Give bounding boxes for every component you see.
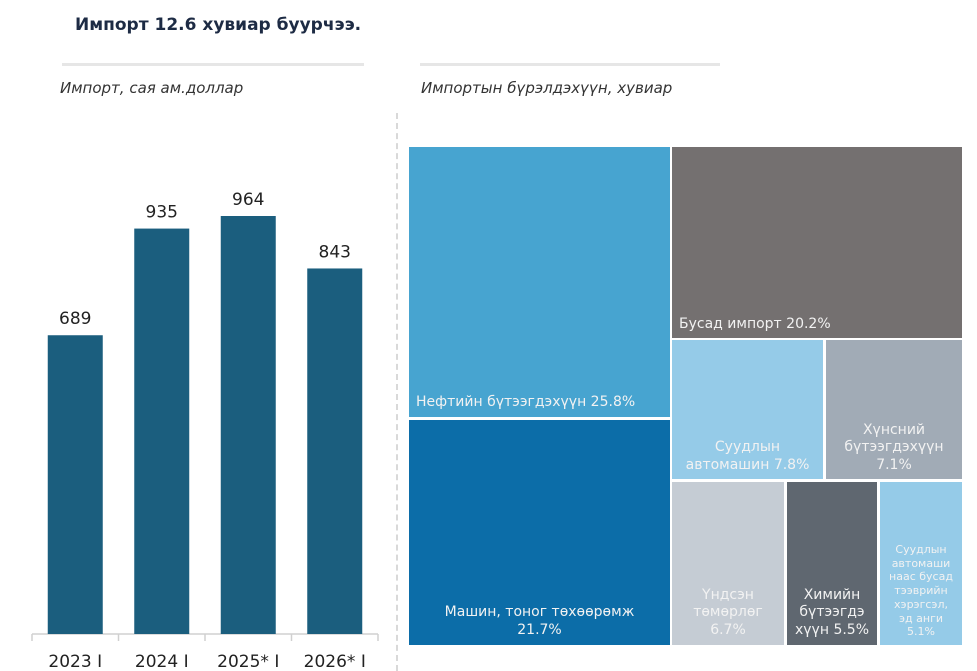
treemap-label: Бусад импорт 20.2%	[679, 315, 831, 332]
x-tick-label: 2026* I	[304, 652, 366, 671]
treemap-label: Үндсэн төмөрлөг 6.7%	[693, 586, 763, 638]
data-label: 935	[146, 203, 178, 223]
x-tick-label: 2024 I	[135, 652, 189, 671]
treemap-tile: Үндсэн төмөрлөг 6.7%	[672, 482, 784, 645]
x-tick-label: 2023 I	[48, 652, 102, 671]
treemap-label: Хүнсний бүтээгдэхүүн 7.1%	[844, 421, 944, 473]
data-label: 843	[319, 242, 351, 262]
treemap-tile: Нефтийн бүтээгдэхүүн 25.8%	[409, 147, 670, 417]
treemap-label: Машин, тоног төхөөрөмж 21.7%	[444, 604, 635, 638]
treemap-tile: Хүнсний бүтээгдэхүүн 7.1%	[826, 340, 962, 479]
x-tick-label: 2025* I	[217, 652, 279, 671]
dashed-divider	[396, 113, 398, 671]
treemap-tile: Суудлын автомашин 7.8%	[672, 340, 823, 479]
bar-chart-title: Импорт, сая ам.доллар	[60, 79, 244, 97]
treemap-tile: Бусад импорт 20.2%	[672, 147, 962, 338]
data-label: 689	[59, 309, 91, 329]
treemap-label: Суудлын автомашин 7.8%	[685, 439, 810, 473]
treemap-title: Импортын бүрэлдэхүүн, хувиар	[421, 79, 673, 97]
data-label: 964	[232, 190, 264, 210]
bar-chart: 689 2023 I 935 2024 I 964 2025* I 843 2026* I	[31, 190, 379, 671]
treemap-label: Суудлын автомаши наас бусад тээврийн хэр…	[889, 542, 953, 639]
bar	[220, 216, 276, 634]
right-rule	[420, 63, 720, 66]
left-rule	[62, 63, 364, 66]
bar	[307, 268, 363, 634]
bar	[47, 335, 103, 634]
treemap-tile: Суудлын автомаши наас бусад тээврийн хэр…	[880, 482, 962, 645]
treemap-label: Химийн бүтээгдэ хүүн 5.5%	[794, 586, 870, 638]
treemap-label: Нефтийн бүтээгдэхүүн 25.8%	[416, 393, 636, 410]
treemap-tile: Химийн бүтээгдэ хүүн 5.5%	[787, 482, 877, 645]
bar	[134, 228, 190, 634]
treemap-tile: Машин, тоног төхөөрөмж 21.7%	[409, 420, 670, 645]
page-title: Импорт 12.6 хувиар буурчээ.	[75, 15, 362, 35]
